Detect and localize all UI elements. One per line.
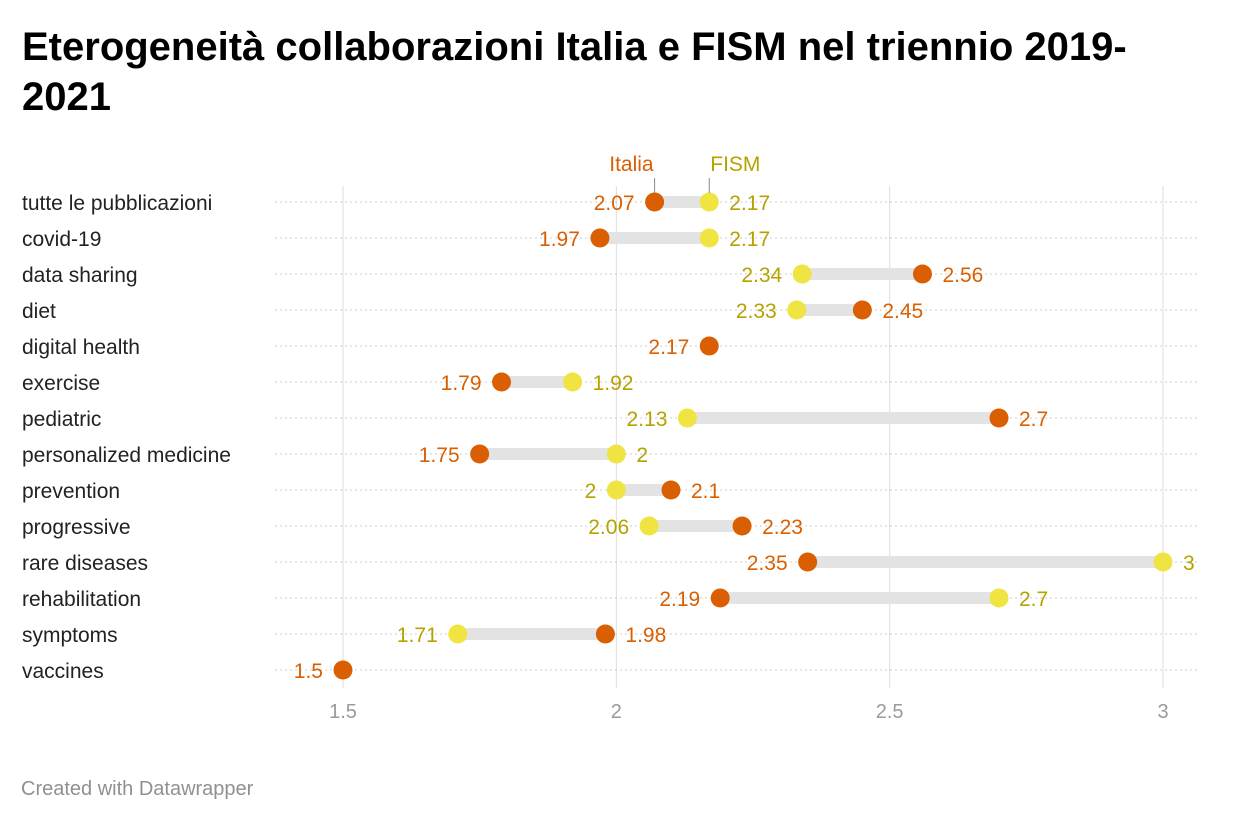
fism-value-label: 2.33 — [736, 300, 777, 323]
fism-dot — [787, 300, 807, 320]
category-label: symptoms — [22, 624, 118, 647]
italia-value-label: 2.7 — [1019, 408, 1048, 431]
category-label: data sharing — [22, 264, 138, 287]
fism-value-label: 1.71 — [397, 624, 438, 647]
x-tick-label: 3 — [1157, 701, 1168, 723]
fism-dot — [699, 228, 719, 248]
italia-dot — [661, 480, 681, 500]
italia-dot — [710, 588, 730, 608]
x-axis: 1.5 2 2.5 3 — [329, 701, 1168, 723]
fism-dot — [448, 624, 468, 644]
fism-dot — [677, 408, 697, 428]
x-tick-label: 2 — [611, 701, 622, 723]
fism-value-label: 2 — [585, 480, 597, 503]
category-label: rare diseases — [22, 552, 148, 575]
footer-credit: Created with Datawrapper — [21, 778, 254, 800]
range-dot-chart: tutte le pubblicazioni 2.07 2.17 covid-19 1.… — [22, 153, 1198, 723]
italia-dot — [333, 660, 353, 680]
italia-dot — [852, 300, 872, 320]
grid-layer — [342, 186, 1164, 688]
category-label: progressive — [22, 516, 131, 539]
fism-dot — [792, 264, 812, 284]
category-label: vaccines — [22, 660, 104, 683]
italia-dot — [470, 444, 490, 464]
category-label: pediatric — [22, 408, 101, 431]
italia-value-label: 2.23 — [762, 516, 803, 539]
category-label: tutte le pubblicazioni — [22, 192, 212, 215]
legend: Italia FISM — [609, 153, 760, 193]
legend-italia: Italia — [609, 153, 654, 176]
italia-value-label: 2.07 — [594, 192, 635, 215]
fism-value-label: 3 — [1183, 552, 1195, 575]
italia-value-label: 1.5 — [294, 660, 323, 683]
fism-value-label: 2.17 — [729, 228, 770, 251]
category-label: personalized medicine — [22, 444, 231, 467]
x-tick-label: 2.5 — [876, 701, 904, 723]
italia-dot — [645, 192, 665, 212]
rows-layer: tutte le pubblicazioni 2.07 2.17 covid-19 1.… — [22, 192, 1198, 683]
italia-value-label: 2.1 — [691, 480, 720, 503]
italia-dot — [732, 516, 752, 536]
italia-value-label: 1.98 — [625, 624, 666, 647]
category-label: digital health — [22, 336, 140, 359]
category-label: diet — [22, 300, 56, 323]
fism-dot — [989, 588, 1009, 608]
fism-value-label: 2.06 — [588, 516, 629, 539]
category-label: covid-19 — [22, 228, 101, 251]
italia-dot — [989, 408, 1009, 428]
fism-value-label: 1.92 — [593, 372, 634, 395]
italia-value-label: 2.17 — [648, 336, 689, 359]
category-label: rehabilitation — [22, 588, 141, 611]
italia-value-label: 1.97 — [539, 228, 580, 251]
fism-dot — [606, 480, 626, 500]
italia-dot — [492, 372, 512, 392]
fism-value-label: 2.17 — [729, 192, 770, 215]
italia-dot — [798, 552, 818, 572]
italia-dot — [590, 228, 610, 248]
italia-dot — [699, 336, 719, 356]
fism-value-label: 2.7 — [1019, 588, 1048, 611]
fism-dot — [1153, 552, 1173, 572]
fism-dot — [606, 444, 626, 464]
category-label: prevention — [22, 480, 120, 503]
fism-value-label: 2.34 — [741, 264, 782, 287]
fism-dot — [699, 192, 719, 212]
italia-dot — [912, 264, 932, 284]
legend-fism: FISM — [710, 153, 760, 176]
category-label: exercise — [22, 372, 100, 395]
fism-value-label: 2.13 — [627, 408, 668, 431]
italia-value-label: 1.79 — [441, 372, 482, 395]
italia-dot — [595, 624, 615, 644]
fism-dot — [639, 516, 659, 536]
italia-value-label: 2.56 — [942, 264, 983, 287]
chart-title: Eterogeneità collaborazioni Italia e FIS… — [22, 25, 1127, 119]
italia-value-label: 2.35 — [747, 552, 788, 575]
italia-value-label: 2.45 — [882, 300, 923, 323]
italia-value-label: 1.75 — [419, 444, 460, 467]
fism-value-label: 2 — [636, 444, 648, 467]
italia-value-label: 2.19 — [659, 588, 700, 611]
fism-dot — [563, 372, 583, 392]
x-tick-label: 1.5 — [329, 701, 357, 723]
